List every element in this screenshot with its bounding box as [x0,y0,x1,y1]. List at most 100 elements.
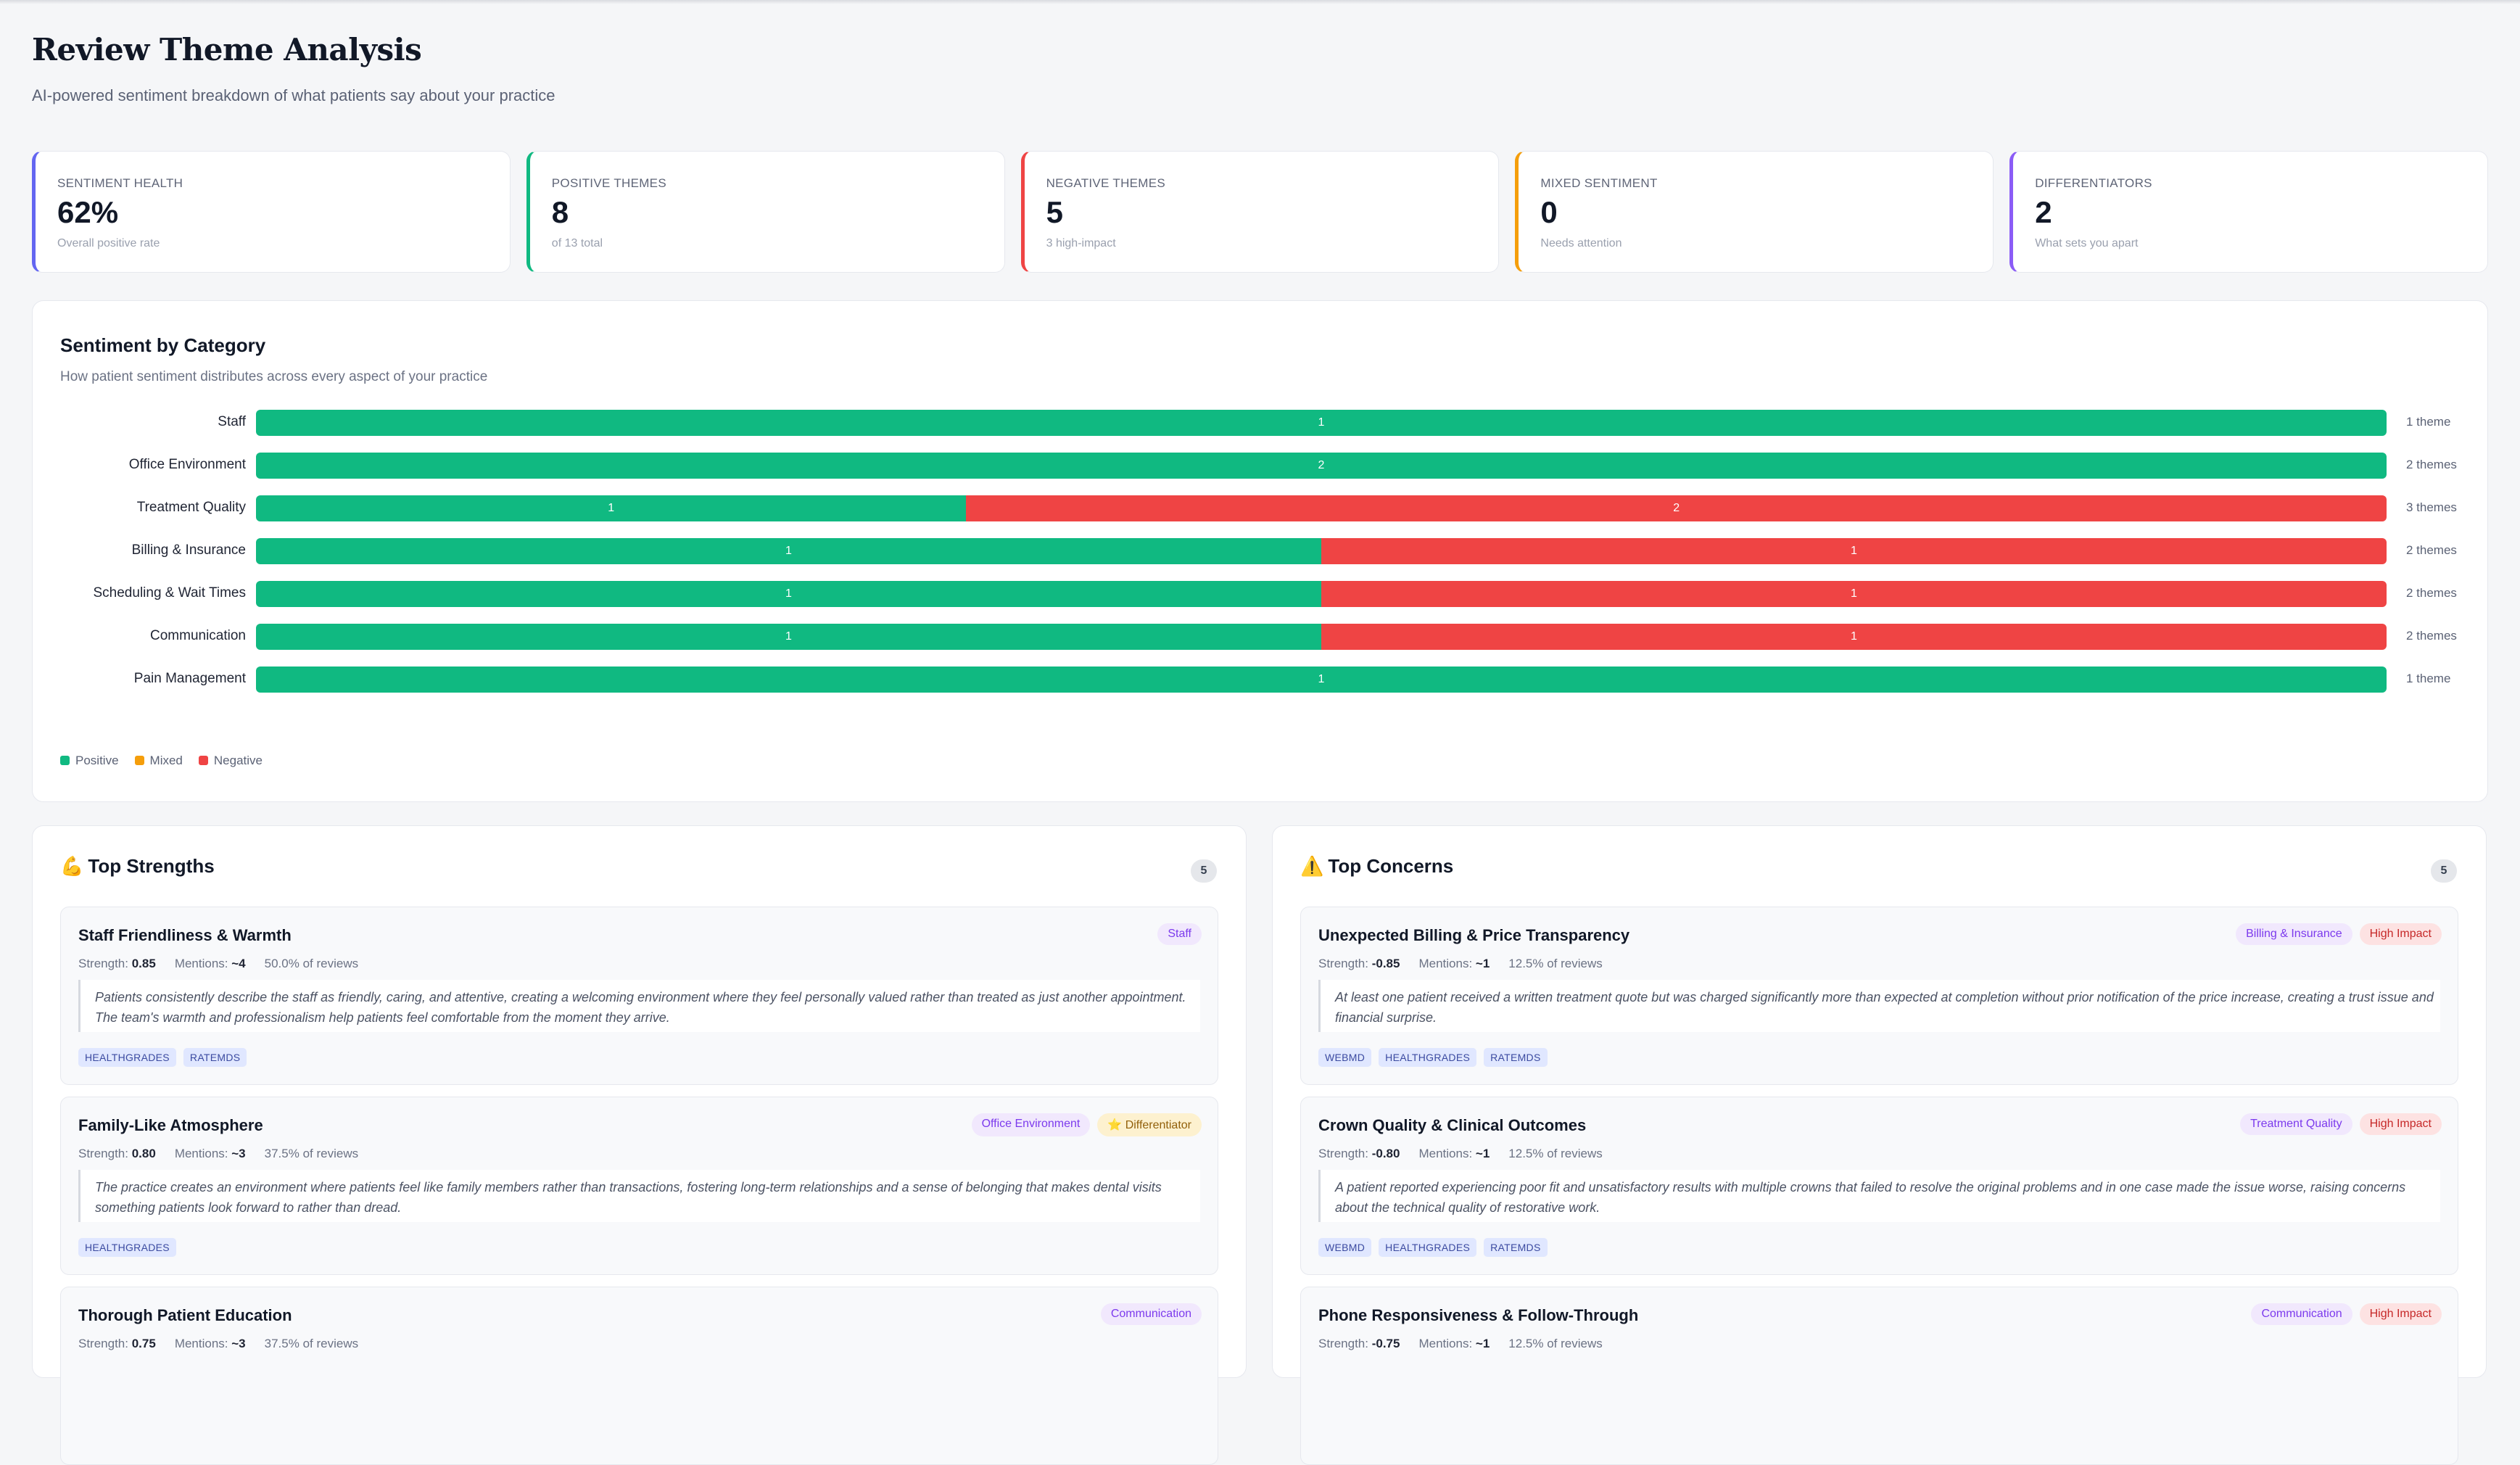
theme-card[interactable]: Thorough Patient Education Communication S… [60,1287,1218,1465]
kpi-card-negative-themes[interactable]: NEGATIVE THEMES 5 3 high-impact [1020,151,1500,273]
review-percentage: 12.5% of reviews [1508,1337,1603,1350]
mentions-label: Mentions: [1418,957,1476,970]
negative-segment[interactable]: 1 [1321,538,2387,564]
panel-title: Top Concerns [1328,855,1454,877]
category-label: Pain Management [133,671,246,686]
strength-value: -0.80 [1371,1147,1400,1160]
stacked-bar[interactable]: 2 [256,453,2387,479]
top-strengths-panel: 💪 Top Strengths 5 Staff Friendliness & Wa… [32,825,1247,1465]
chart-row: Office Environment 2 2 themes [33,451,2487,480]
legend-item-negative: Negative [198,754,263,768]
strength-value: 0.75 [131,1337,156,1350]
theme-card[interactable]: Phone Responsiveness & Follow-Through Com… [1300,1287,2458,1465]
theme-meta: Strength: 0.75 Mentions: ~3 37.5% of revie… [78,1337,358,1351]
source-tag: HEALTHGRADES [1379,1048,1477,1067]
flexed-biceps-icon: 💪 [60,855,84,877]
source-tag: HEALTHGRADES [78,1048,176,1067]
theme-title: Thorough Patient Education [78,1306,292,1324]
strength-value: -0.75 [1371,1337,1400,1350]
chart-row: Billing & Insurance 1 1 2 themes [33,537,2487,566]
theme-tags: Billing & Insurance High Impact [2236,923,2442,945]
chart-row: Treatment Quality 1 2 3 themes [33,494,2487,523]
legend-item-positive: Positive [60,754,119,768]
category-label: Staff [218,414,246,429]
kpi-value: 62% [57,195,119,229]
mentions-label: Mentions: [1418,1147,1476,1160]
theme-quote: The practice creates an environment wher… [78,1170,1200,1222]
high-impact-badge: High Impact [2359,923,2442,945]
category-tag: Communication [1100,1303,1202,1325]
source-tag: WEBMD [1318,1238,1372,1257]
strength-label: Strength: [78,957,132,970]
theme-title: Crown Quality & Clinical Outcomes [1318,1116,1587,1134]
category-tag: Treatment Quality [2240,1113,2352,1135]
positive-segment[interactable]: 1 [256,410,2387,436]
theme-card[interactable]: Staff Friendliness & Warmth Staff Strength… [60,907,1218,1085]
kpi-note: What sets you apart [2035,237,2139,249]
positive-segment[interactable]: 1 [256,581,1321,607]
theme-title: Unexpected Billing & Price Transparency [1318,926,1630,944]
category-label: Communication [150,628,246,643]
category-label: Billing & Insurance [131,542,246,558]
warning-icon: ⚠️ [1300,855,1324,877]
page: Review Theme Analysis AI-powered sentime… [32,32,2488,1465]
theme-title: Staff Friendliness & Warmth [78,926,292,944]
theme-card[interactable]: Crown Quality & Clinical Outcomes Treatme… [1300,1097,2458,1275]
mentions-label: Mentions: [174,1337,232,1350]
positive-segment[interactable]: 1 [256,538,1321,564]
strength-value: 0.85 [131,957,156,970]
theme-tags: Communication High Impact [2251,1303,2442,1325]
panel-header: 💪 Top Strengths [60,855,215,878]
category-tag: Staff [1157,923,1202,945]
theme-tags: Office Environment ⭐ Differentiator [971,1113,1202,1136]
theme-card[interactable]: Family-Like Atmosphere Office Environment… [60,1097,1218,1275]
positive-segment[interactable]: 1 [256,495,967,521]
theme-meta: Strength: 0.80 Mentions: ~3 37.5% of revie… [78,1147,358,1161]
source-tags: WEBMD HEALTHGRADES RATEMDS [1318,1238,1548,1257]
strength-label: Strength: [78,1147,132,1160]
kpi-value: 2 [2035,195,2052,229]
mentions-value: ~1 [1475,957,1490,970]
theme-card[interactable]: Unexpected Billing & Price Transparency B… [1300,907,2458,1085]
differentiator-badge: ⭐ Differentiator [1097,1113,1202,1136]
stacked-bar[interactable]: 1 [256,410,2387,436]
positive-segment[interactable]: 1 [256,624,1321,650]
category-label: Treatment Quality [136,500,246,515]
negative-segment[interactable]: 1 [1321,581,2387,607]
negative-segment[interactable]: 2 [966,495,2387,521]
category-label: Office Environment [128,457,246,472]
kpi-value: 0 [1540,195,1558,229]
kpi-card-positive-themes[interactable]: POSITIVE THEMES 8 of 13 total [526,151,1005,273]
kpi-label: NEGATIVE THEMES [1046,176,1166,190]
kpi-note: of 13 total [551,237,603,249]
stacked-bar[interactable]: 1 [256,667,2387,693]
strength-label: Strength: [1318,1147,1372,1160]
negative-segment[interactable]: 1 [1321,624,2387,650]
source-tag: RATEMDS [1484,1048,1548,1067]
kpi-note: Overall positive rate [57,237,160,249]
kpi-note: 3 high-impact [1046,237,1116,249]
theme-meta: Strength: -0.85 Mentions: ~1 12.5% of revi… [1318,957,1603,971]
sentiment-title: Sentiment by Category [60,334,266,356]
chart-legend: Positive Mixed Negative [60,754,263,768]
sentiment-subtitle: How patient sentiment distributes across… [60,369,488,384]
positive-segment[interactable]: 2 [256,453,2387,479]
panel-title: Top Strengths [88,855,215,877]
positive-segment[interactable]: 1 [256,667,2387,693]
kpi-card-differentiators[interactable]: DIFFERENTIATORS 2 What sets you apart [2009,151,2488,273]
top-shadow [0,0,2520,4]
mentions-label: Mentions: [1418,1337,1476,1350]
kpi-card-mixed-sentiment[interactable]: MIXED SENTIMENT 0 Needs attention [1515,151,1994,273]
source-tag: RATEMDS [1484,1238,1548,1257]
theme-title: Family-Like Atmosphere [78,1116,263,1134]
review-percentage: 37.5% of reviews [264,1337,359,1350]
strength-label: Strength: [1318,957,1372,970]
kpi-label: POSITIVE THEMES [551,176,666,190]
kpi-card-sentiment-health[interactable]: SENTIMENT HEALTH 62% Overall positive ra… [32,151,511,273]
page-title: Review Theme Analysis [32,32,422,67]
legend-label: Negative [213,754,263,767]
